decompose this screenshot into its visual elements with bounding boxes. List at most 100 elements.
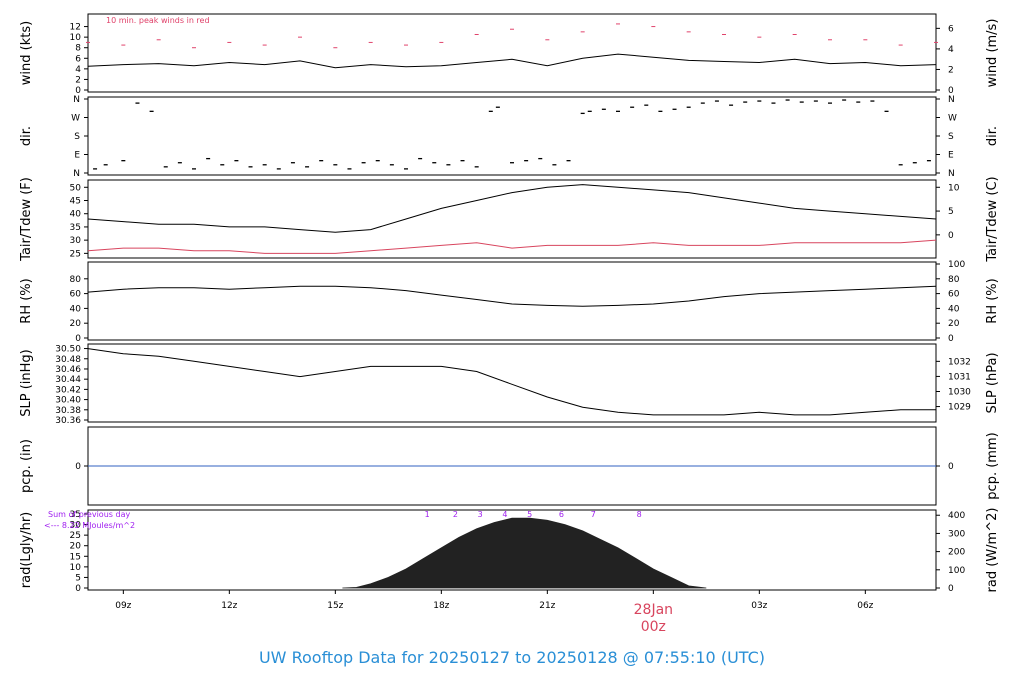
x-tick-label: 12z <box>221 601 237 611</box>
tdew-series-line <box>87 239 937 254</box>
rad-hour-label: 5 <box>527 510 532 519</box>
rad-left-tick-label: 5 <box>75 573 81 583</box>
dir-left-tick-label: N <box>73 169 80 179</box>
rad-right-tick-label: 0 <box>948 584 954 594</box>
rad-left-tick-label: 30 <box>70 521 82 531</box>
temp-left-tick-label: 30 <box>70 236 82 246</box>
temp-ylabel-right: Tair/Tdew (C) <box>985 176 1000 262</box>
wind-left-tick-label: 0 <box>75 86 81 96</box>
temp-left-tick-label: 40 <box>70 210 82 220</box>
x-tick-label: 21z <box>539 601 555 611</box>
wind-series-line <box>87 53 937 69</box>
rh-panel-frame <box>87 261 937 341</box>
rad-hour-label: 7 <box>591 510 596 519</box>
precip-ylabel: pcp. (in) <box>19 439 34 493</box>
rad-left-tick-label: 0 <box>75 584 81 594</box>
slp-ylabel-right: SLP (hPa) <box>985 352 1000 413</box>
precip-ylabel-right: pcp. (mm) <box>985 432 1000 499</box>
slp-left-tick-label: 30.38 <box>55 406 81 416</box>
slp-left-tick-label: 30.40 <box>55 396 81 406</box>
rh-ylabel-right: RH (%) <box>985 278 1000 323</box>
precip-left-tick-label: 0 <box>75 462 81 472</box>
rh-ylabel: RH (%) <box>19 278 34 323</box>
rad-left-tick-label: 10 <box>70 563 82 573</box>
slp-series-line <box>87 348 936 416</box>
rh-series-line <box>87 285 937 307</box>
slp-left-tick-label: 30.48 <box>55 355 81 365</box>
rh-right-tick-label: 0 <box>948 334 954 344</box>
slp-right-tick-label: 1029 <box>948 403 971 413</box>
dir-right-tick-label: E <box>948 151 954 161</box>
wind-left-tick-label: 10 <box>70 33 82 43</box>
x-tick-label: 03z <box>751 601 767 611</box>
rad-left-tick-label: 35 <box>70 510 81 520</box>
temp-panel-frame <box>87 179 937 259</box>
temp-left-tick-label: 35 <box>70 223 81 233</box>
precip-right-tick-label: 0 <box>948 462 954 472</box>
rad-panel-frame <box>87 509 937 591</box>
rad-right-tick-label: 300 <box>948 529 965 539</box>
x-tick-label: 09z <box>115 601 131 611</box>
rad-hour-label: 6 <box>559 510 564 519</box>
rad-annotation-line1: Sum of previous day <box>48 510 130 519</box>
tair-series-line <box>87 184 937 233</box>
rad-hour-label: 4 <box>502 510 507 519</box>
temp-right-tick-label: 0 <box>948 231 954 241</box>
dir-left-tick-label: N <box>73 95 80 105</box>
rad-hour-label: 3 <box>478 510 483 519</box>
rad-ylabel: rad(Lgly/hr) <box>19 512 34 588</box>
dir-right-tick-label: N <box>948 169 955 179</box>
rh-left-tick-label: 80 <box>70 275 82 285</box>
slp-left-tick-label: 30.44 <box>55 375 81 385</box>
slp-panel-frame <box>87 343 937 423</box>
temp-left-tick-label: 45 <box>70 197 81 207</box>
rad-hour-label: 8 <box>637 510 642 519</box>
rad-annotation-line2: <--- 8.22 MJoules/m^2 <box>44 521 135 530</box>
rh-left-tick-label: 0 <box>75 334 81 344</box>
slp-left-tick-label: 30.36 <box>55 416 81 426</box>
slp-left-tick-label: 30.50 <box>55 345 81 355</box>
slp-right-tick-label: 1031 <box>948 372 971 382</box>
rad-right-tick-label: 100 <box>948 566 965 576</box>
slp-right-tick-label: 1030 <box>948 387 971 397</box>
dir-ylabel: dir. <box>19 126 34 146</box>
rh-left-tick-label: 60 <box>70 290 82 300</box>
wind-panel-frame <box>87 13 937 93</box>
footer-title: UW Rooftop Data for 20250127 to 20250128… <box>258 648 766 667</box>
rad-area <box>342 517 707 589</box>
wind-right-tick-label: 2 <box>948 65 954 75</box>
rh-left-tick-label: 20 <box>70 319 82 329</box>
wind-ylabel: wind (kts) <box>19 21 34 85</box>
slp-ylabel: SLP (inHg) <box>19 349 34 417</box>
dir-left-tick-label: W <box>71 114 80 124</box>
temp-ylabel: Tair/Tdew (F) <box>19 177 34 262</box>
rad-ylabel-right: rad (W/m^2) <box>985 508 1000 593</box>
rh-right-tick-label: 80 <box>948 275 960 285</box>
slp-left-tick-label: 30.42 <box>55 385 81 395</box>
wind-annotation: 10 min. peak winds in red <box>106 16 210 25</box>
wind-left-tick-label: 4 <box>75 65 81 75</box>
dir-right-tick-label: S <box>948 132 954 142</box>
x-tick-label: 06z <box>857 601 873 611</box>
dir-left-tick-label: E <box>74 151 80 161</box>
wind-right-tick-label: 0 <box>948 86 954 96</box>
temp-right-tick-label: 10 <box>948 183 960 193</box>
slp-left-tick-label: 30.46 <box>55 365 81 375</box>
rad-right-tick-label: 400 <box>948 511 965 521</box>
dir-left-tick-label: S <box>74 132 80 142</box>
wind-left-tick-label: 8 <box>75 44 81 54</box>
rad-hour-label: 2 <box>453 510 458 519</box>
rh-right-tick-label: 40 <box>948 304 960 314</box>
x-tick-label: 15z <box>327 601 343 611</box>
temp-right-tick-label: 5 <box>948 207 954 217</box>
dir-right-tick-label: W <box>948 114 957 124</box>
rh-left-tick-label: 40 <box>70 304 82 314</box>
temp-left-tick-label: 50 <box>70 183 82 193</box>
temp-left-tick-label: 25 <box>70 249 81 259</box>
rad-hour-label: 1 <box>425 510 430 519</box>
rad-left-tick-label: 25 <box>70 531 81 541</box>
rh-right-tick-label: 100 <box>948 260 965 270</box>
date-marker-date: 28Jan <box>634 602 673 618</box>
rad-left-tick-label: 15 <box>70 552 81 562</box>
